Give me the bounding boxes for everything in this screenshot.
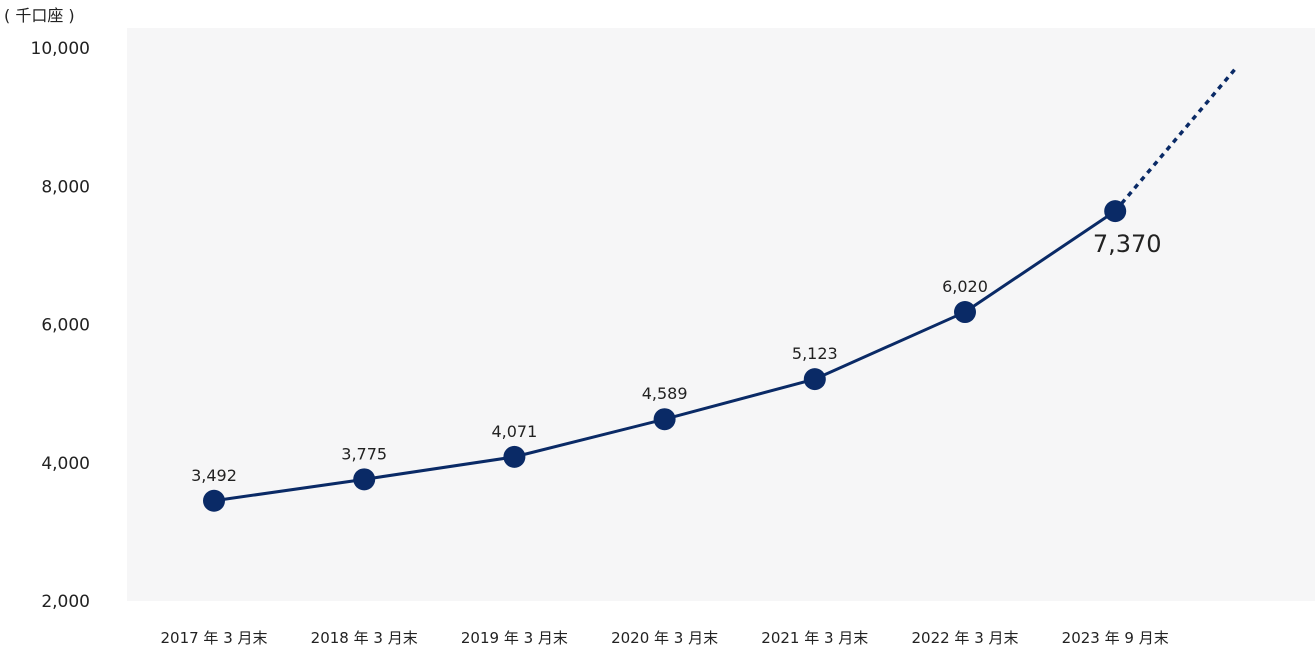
x-tick-label: 2020 年 3 月末 [611, 629, 718, 647]
y-tick-label: 2,000 [41, 592, 90, 612]
x-tick-label: 2023 年 9 月末 [1062, 629, 1169, 647]
y-axis-ticks: 2,000 4,000 6,000 8,000 10,000 [31, 39, 90, 612]
x-tick-label: 2021 年 3 月末 [761, 629, 868, 647]
y-tick-label: 10,000 [31, 39, 90, 59]
data-label: 4,589 [642, 384, 688, 403]
data-label: 6,020 [942, 277, 988, 296]
data-label: 3,775 [341, 444, 387, 463]
series-group [203, 67, 1237, 512]
data-point [803, 368, 826, 391]
projection-line [1113, 67, 1237, 213]
y-axis-unit-label: ( 千口座 ) [4, 6, 75, 25]
data-label: 5,123 [792, 344, 838, 363]
y-tick-label: 6,000 [41, 316, 90, 336]
y-tick-label: 8,000 [41, 177, 90, 197]
data-point [203, 489, 225, 512]
y-tick-label: 4,000 [41, 454, 90, 474]
data-point [1104, 200, 1127, 223]
data-point [353, 468, 376, 491]
data-label: 7,370 [1093, 230, 1162, 258]
x-tick-label: 2018 年 3 月末 [311, 629, 418, 647]
plot-background [127, 28, 1315, 601]
data-point [954, 301, 976, 324]
data-label: 4,071 [491, 422, 537, 441]
x-tick-label: 2022 年 3 月末 [911, 629, 1018, 647]
x-tick-label: 2019 年 3 月末 [461, 629, 568, 647]
data-label: 3,492 [191, 466, 237, 485]
data-point [653, 408, 676, 431]
data-labels: 3,492 3,775 4,071 4,589 5,123 6,020 7,370 [191, 230, 1161, 485]
data-point [503, 445, 526, 468]
x-tick-label: 2017 年 3 月末 [160, 629, 267, 647]
x-axis-ticks: 2017 年 3 月末 2018 年 3 月末 2019 年 3 月末 2020 年 … [160, 629, 1168, 647]
